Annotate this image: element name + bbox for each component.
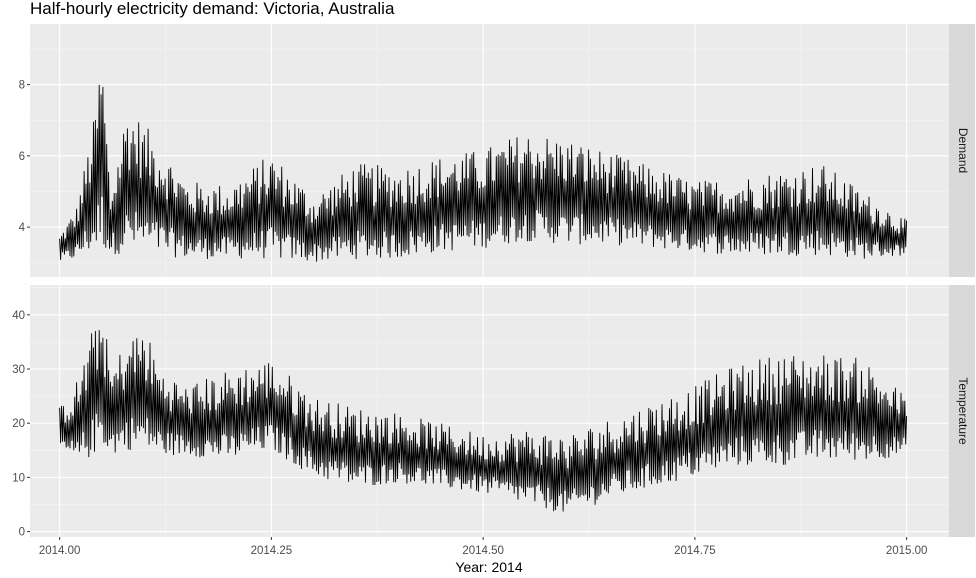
facet-strip-label: Temperature [956,377,970,445]
x-tick-label: 2014.50 [462,545,504,557]
panels: 4 6 8 Demand 0 10 20 30 40 Temperature [12,24,975,539]
facet-temperature: 0 10 20 30 40 Temperature [12,285,975,539]
x-tick-label: 2014.00 [39,545,81,557]
series-line-demand [59,84,908,262]
x-tick-label: 2014.75 [674,545,716,557]
chart-title: Half-hourly electricity demand: Victoria… [30,0,395,18]
x-tick-label: 2015.00 [886,545,928,557]
y-tick-label: 6 [19,151,25,163]
series-line-temperature [59,330,908,512]
y-tick-label: 10 [12,472,25,484]
x-axis: 2014.00 2014.25 2014.50 2014.75 2015.00 [39,537,928,557]
y-tick-label: 0 [19,527,25,539]
y-tick-label: 40 [12,310,25,322]
x-axis-title: Year: 2014 [455,559,522,575]
facet-strip [949,24,975,277]
x-tick-label: 2014.25 [251,545,293,557]
y-tick-label: 4 [19,222,26,234]
facet-strip [949,285,975,537]
y-tick-label: 20 [12,418,25,430]
y-tick-label: 8 [19,80,25,92]
facet-strip-label: Demand [956,128,970,173]
y-tick-label: 30 [12,364,25,376]
facet-demand: 4 6 8 Demand [19,24,975,277]
